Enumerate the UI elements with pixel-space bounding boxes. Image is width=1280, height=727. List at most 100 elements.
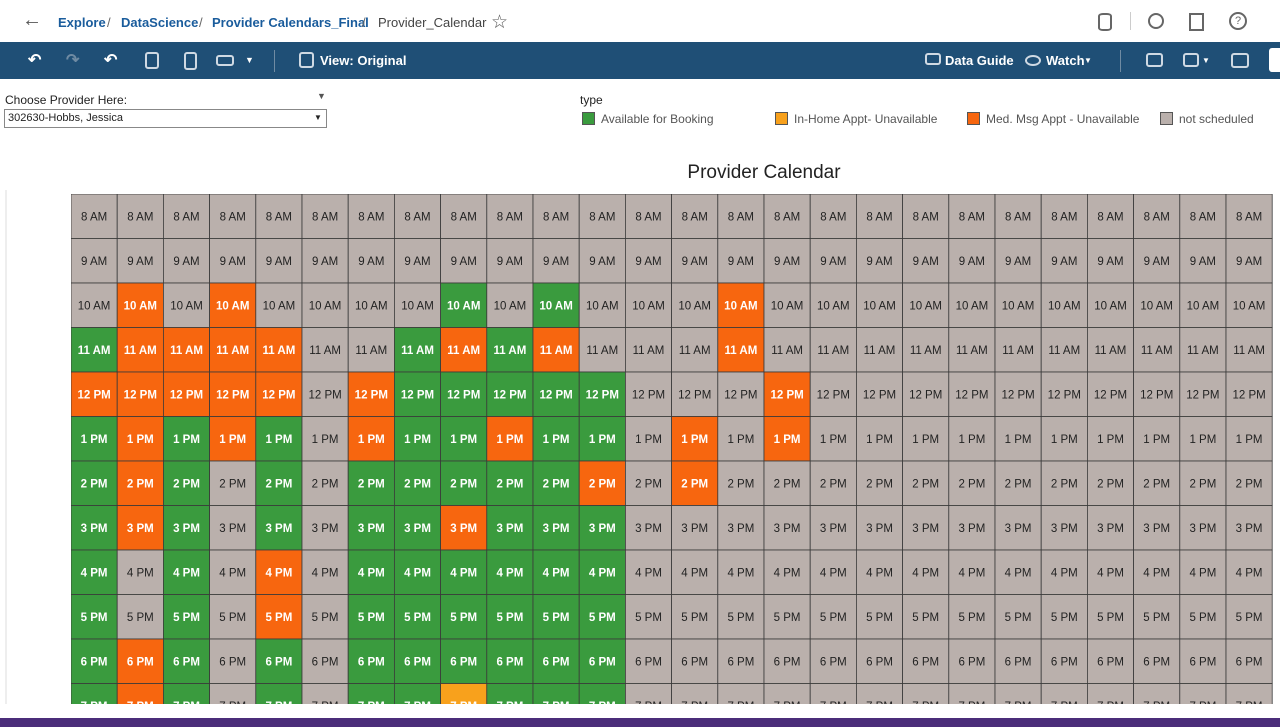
calendar-cell — [393, 549, 441, 595]
help-icon[interactable]: ? — [1229, 12, 1247, 30]
legend-label[interactable]: In-Home Appt- Unavailable — [794, 112, 938, 126]
cell-label: 3 PM — [404, 523, 431, 535]
cell-label: 4 PM — [589, 567, 616, 579]
cell-label: 3 PM — [127, 523, 154, 535]
calendar-cell — [578, 638, 626, 684]
cell-label: 8 AM — [266, 211, 292, 223]
calendar-cell — [994, 194, 1042, 239]
calendar-cell — [71, 194, 118, 239]
calendar-cell — [671, 505, 719, 551]
cell-label: 4 PM — [543, 567, 570, 579]
cell-label: 10 AM — [956, 300, 989, 312]
calendar-cell — [440, 282, 488, 328]
cell-label: 10 AM — [909, 300, 942, 312]
cell-label: 5 PM — [1143, 612, 1170, 624]
calendar-cell — [763, 460, 811, 506]
cell-label: 12 PM — [539, 389, 572, 401]
cell-label: 6 PM — [866, 656, 893, 668]
calendar-cell — [717, 327, 765, 373]
cell-label: 1 PM — [1236, 434, 1263, 446]
calendar-cell — [393, 416, 441, 462]
calendar-cell — [209, 327, 257, 373]
cell-label: 4 PM — [1005, 567, 1032, 579]
data-guide-button[interactable]: Data Guide — [945, 53, 1014, 68]
calendar-cell — [116, 238, 164, 284]
calendar-cell — [71, 594, 118, 640]
cell-label: 8 AM — [127, 211, 153, 223]
cell-label: 2 PM — [1005, 478, 1032, 490]
cell-label: 8 AM — [81, 211, 107, 223]
favorite[interactable]: ☆ — [491, 12, 509, 33]
cell-label: 1 PM — [81, 434, 108, 446]
cell-label: 3 PM — [543, 523, 570, 535]
calendar-cell — [625, 638, 673, 684]
cell-label: 4 PM — [958, 567, 985, 579]
cell-label: 5 PM — [774, 612, 801, 624]
calendar-cell — [671, 238, 719, 284]
cell-label: 1 PM — [774, 434, 801, 446]
cell-label: 6 PM — [1005, 656, 1032, 668]
cell-label: 8 AM — [1097, 211, 1123, 223]
cell-label: 7 PM — [81, 701, 108, 713]
fullscreen[interactable] — [1231, 53, 1249, 68]
cell-label: 1 PM — [450, 434, 477, 446]
back-button[interactable]: ← — [22, 9, 42, 31]
calendar-cell — [625, 505, 673, 551]
refresh[interactable] — [145, 52, 159, 69]
calendar-cell — [162, 371, 210, 417]
crumb[interactable]: Explore — [58, 15, 106, 30]
calendar-cell — [1133, 416, 1181, 462]
calendar-cell — [717, 282, 765, 328]
cell-label: 10 AM — [1002, 300, 1035, 312]
cell-label: 2 PM — [1236, 478, 1263, 490]
calendar-cell — [255, 683, 303, 704]
cell-label: 8 AM — [866, 211, 892, 223]
cell-label: 11 AM — [1141, 345, 1173, 357]
view-button[interactable]: View: Original — [320, 53, 407, 68]
calendar-cell — [809, 594, 857, 640]
calendar-cell — [1087, 594, 1135, 640]
cell-label: 5 PM — [496, 612, 523, 624]
cell-label: 12 PM — [493, 389, 526, 401]
calendar-cell — [1133, 282, 1181, 328]
cell-label: 10 AM — [78, 300, 111, 312]
revert[interactable]: ↶ — [104, 52, 118, 69]
cell-label: 4 PM — [450, 567, 477, 579]
cell-label: 9 AM — [81, 256, 107, 268]
calendar-cell — [393, 460, 441, 506]
pause[interactable] — [184, 52, 197, 70]
notes-icon[interactable] — [1189, 13, 1204, 31]
cell-label: 4 PM — [727, 567, 754, 579]
search-icon[interactable] — [1148, 13, 1164, 29]
cell-label: 2 PM — [173, 478, 200, 490]
cell-label: 1 PM — [1005, 434, 1032, 446]
comments[interactable] — [1146, 53, 1163, 67]
legend-label[interactable]: Available for Booking — [601, 112, 714, 126]
calendar-cell — [994, 327, 1042, 373]
watch-button[interactable]: Watch — [1046, 53, 1085, 68]
calendar-cell — [994, 282, 1042, 328]
legend-label[interactable]: Med. Msg Appt - Unavailable — [986, 112, 1140, 126]
crumb[interactable]: DataScience — [121, 15, 199, 30]
cell-label: 3 PM — [1097, 523, 1124, 535]
replay[interactable] — [216, 55, 234, 66]
cell-label: 9 AM — [266, 256, 292, 268]
calendar-cell — [162, 460, 210, 506]
provider-dropdown[interactable]: 302630-Hobbs, Jessica ▼ — [4, 109, 327, 128]
cell-label: 3 PM — [774, 523, 801, 535]
crumb[interactable]: Provider Calendars_Final — [212, 15, 369, 30]
calendar-cell — [902, 549, 950, 595]
download[interactable] — [1183, 53, 1199, 67]
calendar-cell — [1040, 416, 1088, 462]
legend-label[interactable]: not scheduled — [1179, 112, 1254, 126]
calendar-cell — [486, 327, 534, 373]
cell-label: 7 PM — [127, 701, 154, 713]
cell-label: 3 PM — [1051, 523, 1078, 535]
cell-label: 3 PM — [681, 523, 708, 535]
calendar-cell — [301, 194, 349, 239]
cell-label: 9 AM — [1144, 256, 1170, 268]
data-icon[interactable] — [1098, 13, 1112, 31]
cell-label: 10 AM — [586, 300, 619, 312]
undo[interactable]: ↶ — [28, 52, 42, 69]
calendar-cell — [1179, 683, 1227, 704]
